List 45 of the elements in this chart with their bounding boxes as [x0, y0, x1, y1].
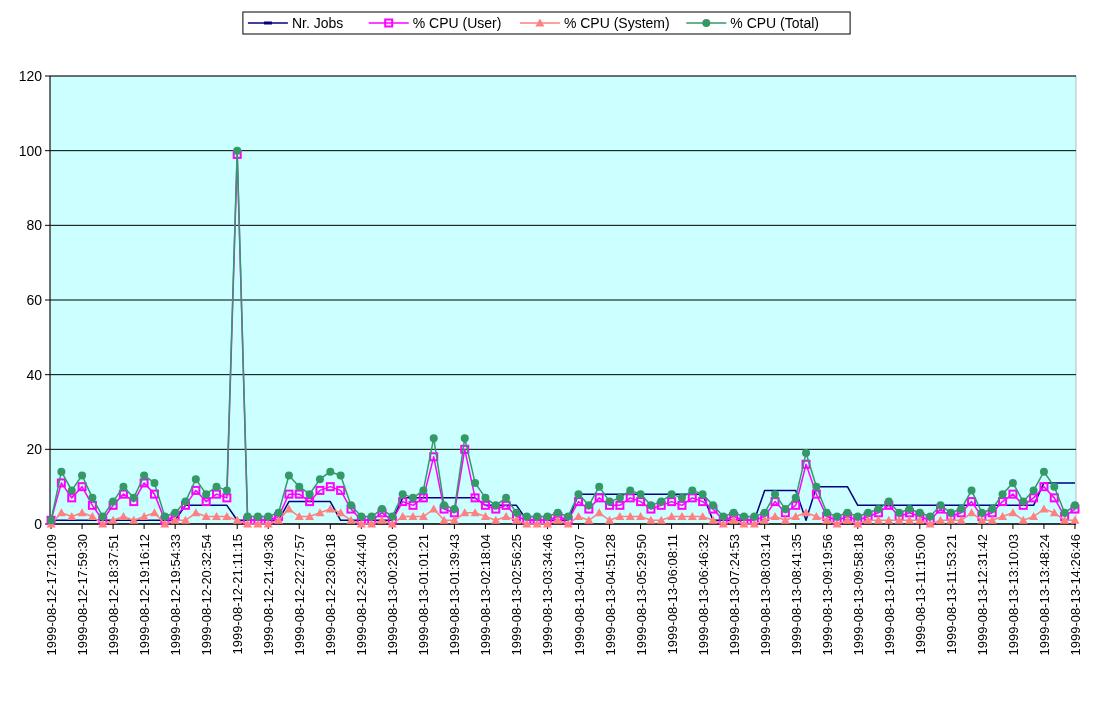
x-tick-label: 1999-08-13-13:48:24: [1036, 534, 1052, 656]
x-tick-label: 1999-08-12-20:32:54: [199, 534, 215, 656]
x-tick-label: 1999-08-13-02:56:25: [509, 534, 525, 656]
x-tick-label: 1999-08-13-04:51:28: [602, 534, 618, 656]
x-tick-label: 1999-08-13-08:03:14: [757, 534, 773, 656]
x-tick-label: 1999-08-13-10:36:39: [881, 534, 897, 656]
y-tick-label: 20: [26, 441, 43, 458]
y-tick-label: 120: [18, 67, 43, 84]
x-tick-label: 1999-08-12-17:21:09: [44, 534, 60, 656]
legend-label: % CPU (System): [563, 14, 670, 31]
x-tick-label: 1999-08-13-04:13:07: [571, 534, 587, 656]
y-tick-label: 60: [26, 291, 43, 308]
y-tick-label: 40: [26, 366, 43, 383]
x-tick-label: 1999-08-12-21:49:36: [261, 534, 277, 656]
x-tick-label: 1999-08-12-19:54:33: [168, 534, 184, 656]
x-tick-label: 1999-08-13-08:41:35: [788, 534, 804, 656]
x-tick-label: 1999-08-13-09:58:18: [850, 534, 866, 656]
x-tick-label: 1999-08-13-06:46:32: [695, 534, 711, 656]
x-tick-label: 1999-08-13-07:24:53: [726, 534, 742, 656]
x-tick-label: 1999-08-13-11:15:00: [912, 534, 928, 655]
x-tick-label: 1999-08-13-01:01:21: [416, 534, 432, 656]
x-tick-label: 1999-08-13-09:19:56: [819, 534, 835, 656]
x-tick-label: 1999-08-12-17:59:30: [75, 534, 91, 656]
x-tick-label: 1999-08-12-22:27:57: [292, 534, 308, 656]
y-tick-label: 100: [18, 142, 43, 159]
x-tick-label: 1999-08-12-21:11:15: [230, 534, 246, 655]
x-tick-label: 1999-08-12-23:44:40: [354, 534, 370, 656]
x-tick-label: 1999-08-13-13:10:03: [1005, 534, 1021, 656]
x-tick-label: 1999-08-13-01:39:43: [447, 534, 463, 656]
x-tick-label: 1999-08-13-02:18:04: [478, 534, 494, 656]
x-tick-label: 1999-08-13-00:23:00: [385, 534, 401, 656]
x-tick-label: 1999-08-13-11:53:21: [943, 534, 959, 655]
x-tick-label: 1999-08-12-23:06:18: [323, 534, 339, 656]
legend-label: Nr. Jobs: [291, 14, 344, 31]
x-tick-label: 1999-08-13-03:34:46: [540, 534, 556, 656]
x-tick-label: 1999-08-12-18:37:51: [106, 534, 122, 656]
y-tick-label: 80: [26, 217, 43, 234]
legend-label: % CPU (Total): [730, 14, 819, 31]
x-tick-label: 1999-08-13-06:08:11: [664, 534, 680, 655]
x-tick-label: 1999-08-13-12:31:42: [974, 534, 990, 656]
x-tick-label: 1999-08-12-19:16:12: [137, 534, 153, 656]
legend-label: % CPU (User): [412, 14, 502, 31]
x-tick-label: 1999-08-13-14:26:46: [1067, 534, 1083, 656]
y-tick-label: 0: [34, 515, 43, 532]
x-tick-label: 1999-08-13-05:29:50: [633, 534, 649, 656]
